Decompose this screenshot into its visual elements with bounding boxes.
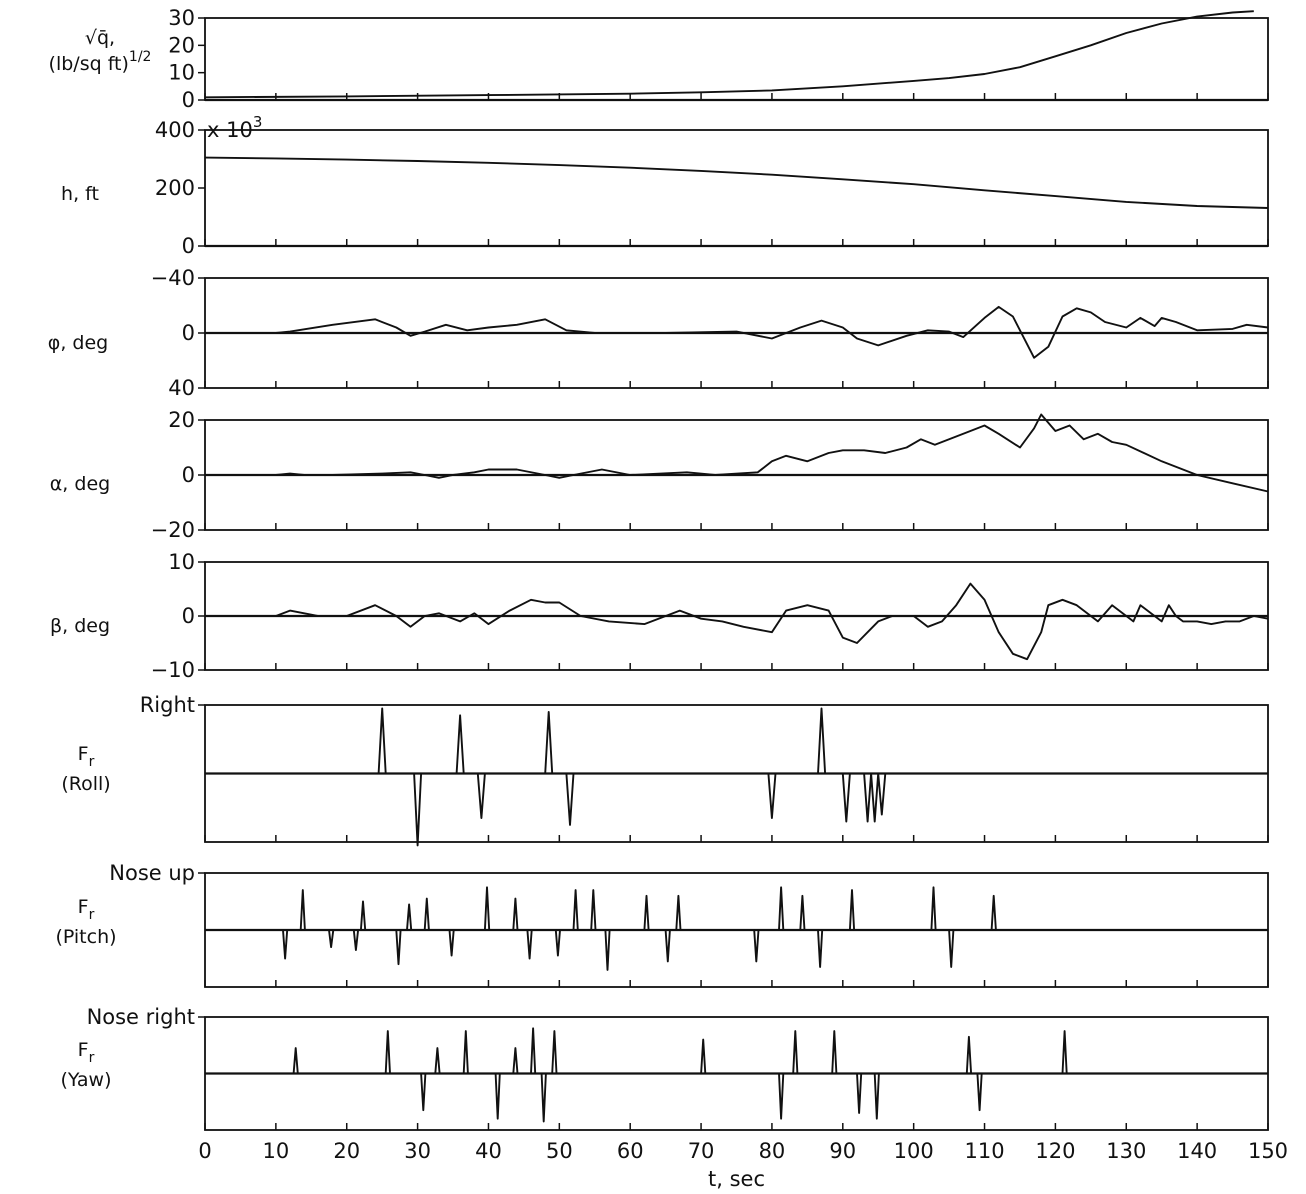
- y-axis-label: (lb/sq ft)1/2: [49, 49, 152, 75]
- y-axis-label: h, ft: [61, 183, 99, 205]
- x-tick-label: 100: [894, 1139, 934, 1163]
- panel-7: Nose up Fr (Pitch): [55, 861, 1269, 988]
- exponent-label: x 103: [207, 113, 262, 142]
- y-tick-label: 400: [155, 118, 195, 142]
- series-line: [205, 413, 1269, 493]
- panel-4: 20 0 −20 α, deg: [50, 408, 1269, 542]
- y-tick-label: Nose up: [109, 861, 195, 885]
- x-tick-label: 0: [198, 1139, 211, 1163]
- y-tick-label: 40: [168, 376, 195, 400]
- y-tick-label: 0: [182, 321, 195, 345]
- y-tick-label: 0: [182, 463, 195, 487]
- x-tick-label: 30: [404, 1139, 431, 1163]
- y-axis-label: (Roll): [61, 773, 110, 795]
- series-line: [205, 305, 1269, 359]
- series-line: [205, 886, 1268, 971]
- y-tick-label: −10: [151, 658, 195, 682]
- y-axis-label: √q̄,: [85, 27, 115, 49]
- x-tick-label: 80: [759, 1139, 786, 1163]
- y-tick-label: 20: [168, 408, 195, 432]
- x-tick-label: 20: [333, 1139, 360, 1163]
- y-axis-label: α, deg: [50, 473, 110, 495]
- y-axis-label: (Yaw): [61, 1069, 112, 1091]
- panel-2: 400 200 0 x 103 h, ft: [61, 113, 1269, 258]
- y-tick-label: 30: [168, 6, 195, 30]
- x-tick-label: 130: [1106, 1139, 1146, 1163]
- y-tick-label: Right: [140, 693, 195, 717]
- panel-3: −40 0 40 φ, deg: [48, 266, 1269, 400]
- y-tick-label: −20: [151, 518, 195, 542]
- y-axis-label: β, deg: [50, 615, 110, 637]
- y-tick-label: −40: [151, 266, 195, 290]
- y-tick-label: Nose right: [87, 1005, 195, 1029]
- y-axis-label: Fr: [78, 1039, 95, 1066]
- x-tick-label: 110: [964, 1139, 1004, 1163]
- x-tick-label: 50: [546, 1139, 573, 1163]
- x-tick-label: 60: [617, 1139, 644, 1163]
- panel-6: Right Fr (Roll): [61, 693, 1269, 847]
- y-axis-label: φ, deg: [48, 332, 108, 354]
- x-axis-label: t, sec: [708, 1167, 765, 1191]
- y-axis-label: (Pitch): [55, 926, 116, 948]
- series-line: [204, 156, 1269, 209]
- x-tick-label: 40: [475, 1139, 502, 1163]
- series-line: [205, 1027, 1268, 1123]
- panel-frame: [204, 129, 1269, 247]
- y-tick-label: 0: [182, 88, 195, 112]
- y-axis-label: Fr: [78, 743, 95, 770]
- y-tick-label: 20: [168, 33, 195, 57]
- x-tick-label: 90: [829, 1139, 856, 1163]
- y-axis-label: Fr: [78, 896, 95, 923]
- panel-5: 10 0 −10 β, deg: [50, 550, 1269, 682]
- x-tick-label: 150: [1248, 1139, 1288, 1163]
- panel-frame: [204, 17, 1269, 101]
- x-tick-label: 120: [1035, 1139, 1075, 1163]
- x-tick-label: 140: [1177, 1139, 1217, 1163]
- series-line: [204, 10, 1254, 99]
- y-tick-label: 0: [182, 604, 195, 628]
- x-tick-label: 70: [688, 1139, 715, 1163]
- y-tick-label: 200: [155, 176, 195, 200]
- y-tick-label: 10: [168, 61, 195, 85]
- series-line: [205, 582, 1269, 661]
- y-tick-label: 10: [168, 550, 195, 574]
- panel-1: 30 20 10 0 √q̄,(lb/sq ft)1/2: [49, 6, 1269, 112]
- series-line: [205, 707, 1268, 847]
- x-tick-label: 10: [262, 1139, 289, 1163]
- y-tick-label: 0: [182, 234, 195, 258]
- panel-8: Nose right Fr (Yaw): [61, 1005, 1269, 1131]
